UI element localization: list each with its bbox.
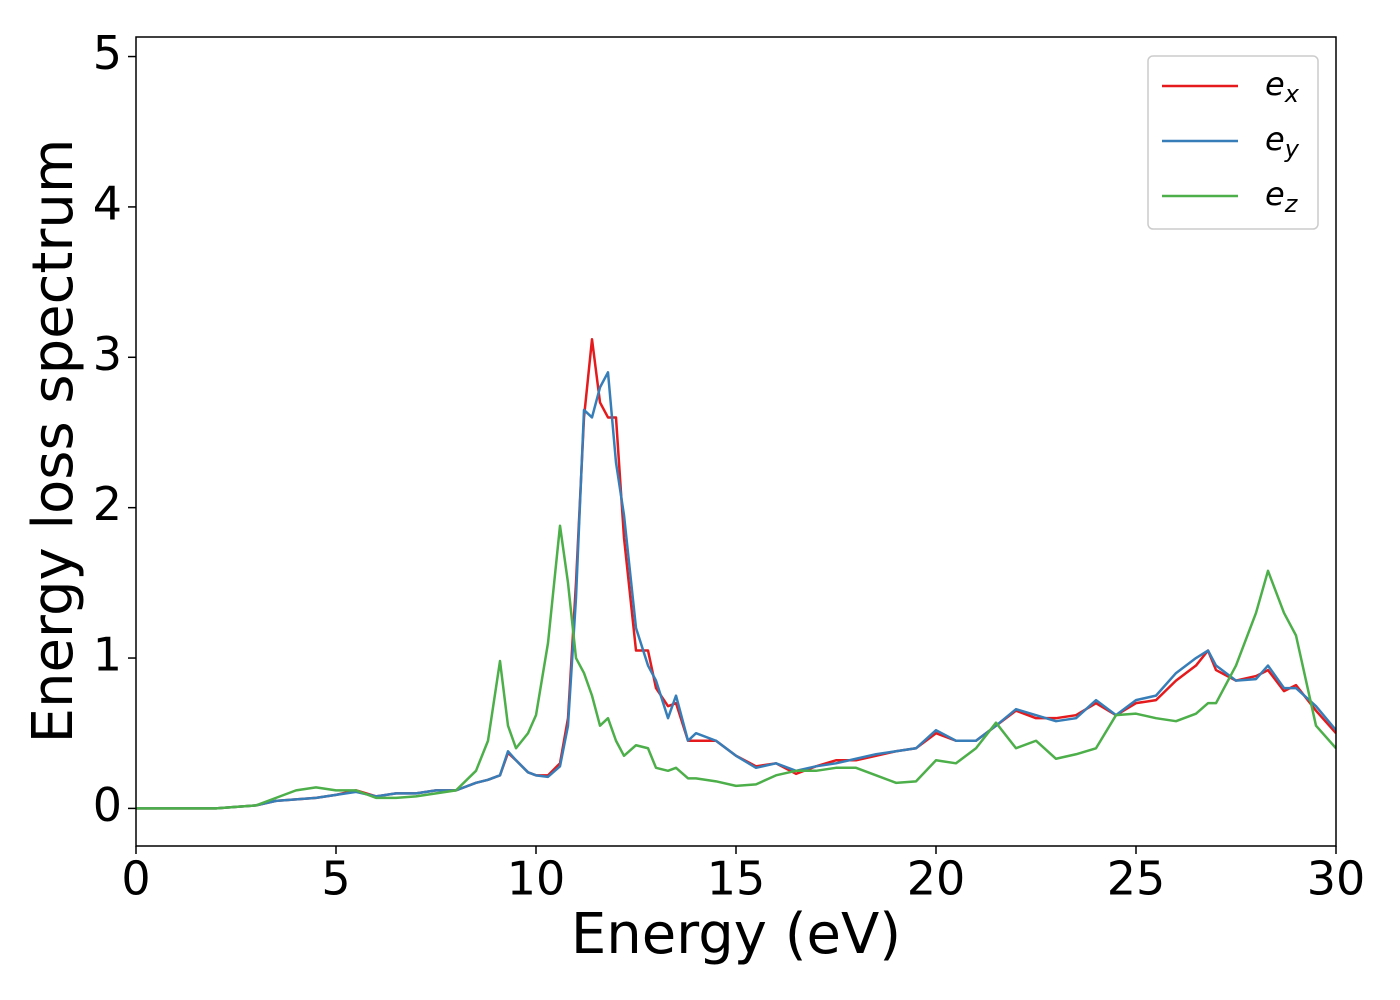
series-line [136, 338, 1336, 810]
legend-name: e [1265, 175, 1285, 213]
legend-label: ex [1265, 65, 1300, 108]
x-tick-label: 5 [321, 852, 350, 906]
x-tick-label: 0 [121, 852, 150, 906]
x-tick-label: 30 [1307, 852, 1366, 906]
y-tick-label: 4 [93, 176, 122, 230]
y-axis-label: Energy loss spectrum [21, 139, 86, 744]
y-tick-label: 2 [93, 477, 122, 531]
legend-label: ez [1265, 175, 1299, 218]
legend-name: e [1265, 65, 1285, 103]
legend-label: ey [1265, 120, 1300, 163]
x-tick-label: 20 [907, 852, 966, 906]
x-tick-label: 10 [507, 852, 566, 906]
x-tick-label: 25 [1107, 852, 1166, 906]
legend-subscript: x [1284, 80, 1300, 108]
x-axis-label: Energy (eV) [571, 902, 901, 967]
legend-box [1147, 55, 1319, 230]
legend-name: e [1265, 120, 1285, 158]
y-tick-label: 1 [93, 628, 122, 682]
series-line [136, 524, 1336, 810]
y-tick-label: 5 [93, 26, 122, 80]
x-tick-label: 15 [707, 852, 766, 906]
legend-subscript: z [1284, 190, 1299, 218]
y-tick-label: 3 [93, 327, 122, 381]
series-line [136, 371, 1336, 810]
y-tick-label: 0 [93, 778, 122, 832]
plot-frame [135, 36, 1337, 847]
legend-subscript: y [1284, 135, 1300, 163]
